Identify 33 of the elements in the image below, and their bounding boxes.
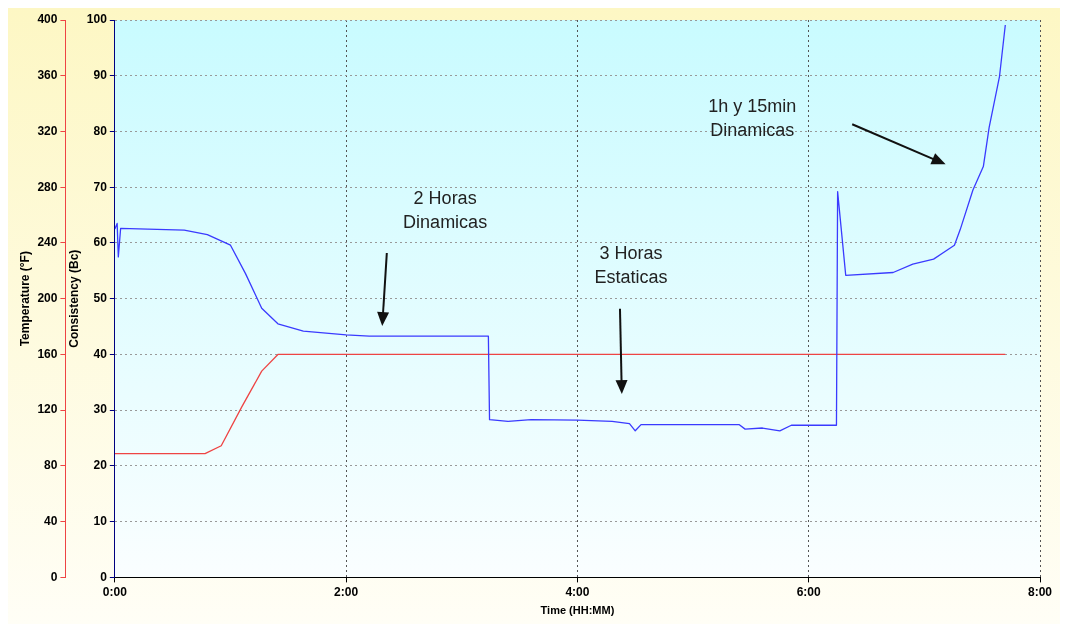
y-tick-label: 80 (93, 123, 108, 138)
y2-tick-label: 320 (37, 123, 58, 138)
y-tick-label: 70 (93, 179, 108, 194)
x-tick-label: 0:00 (102, 584, 128, 599)
y-axis-title: Consistency (Bc) (66, 249, 81, 348)
y-tick-label: 20 (93, 458, 108, 473)
x-tick-label: 6:00 (796, 584, 822, 599)
y2-tick-label: 120 (37, 402, 58, 417)
y-tick-label: 10 (93, 513, 108, 528)
y2-tick-label: 80 (44, 458, 58, 473)
annotation: 3 Horas Estaticas (594, 243, 668, 288)
y2-tick-label: 280 (37, 179, 58, 194)
y2-tick-label: 160 (37, 346, 58, 361)
y2-tick-label: 40 (44, 513, 58, 528)
y2-axis-title: Temperature (°F) (17, 251, 32, 347)
y-tick-label: 30 (93, 402, 108, 417)
y-tick-label: 40 (93, 346, 108, 361)
x-axis-title: Time (HH:MM) (540, 604, 615, 617)
y2-tick-label: 0 (50, 569, 58, 584)
y2-tick-label: 400 (37, 12, 58, 27)
x-tick-label: 8:00 (1027, 584, 1053, 599)
y-tick-label: 50 (93, 291, 108, 306)
y-tick-label: 0 (100, 569, 108, 584)
x-tick-label: 2:00 (334, 584, 359, 599)
y-tick-label: 100 (86, 12, 108, 27)
annotation: 1h y 15min Dinamicas (708, 95, 797, 140)
y-tick-label: 60 (93, 235, 108, 250)
y-tick-label: 90 (93, 68, 108, 83)
y2-tick-label: 240 (37, 235, 58, 250)
x-tick-label: 4:00 (565, 584, 590, 599)
y2-tick-label: 360 (37, 68, 58, 83)
y2-tick-label: 200 (37, 291, 58, 306)
annotation: 2 Horas Dinamicas (403, 188, 488, 233)
